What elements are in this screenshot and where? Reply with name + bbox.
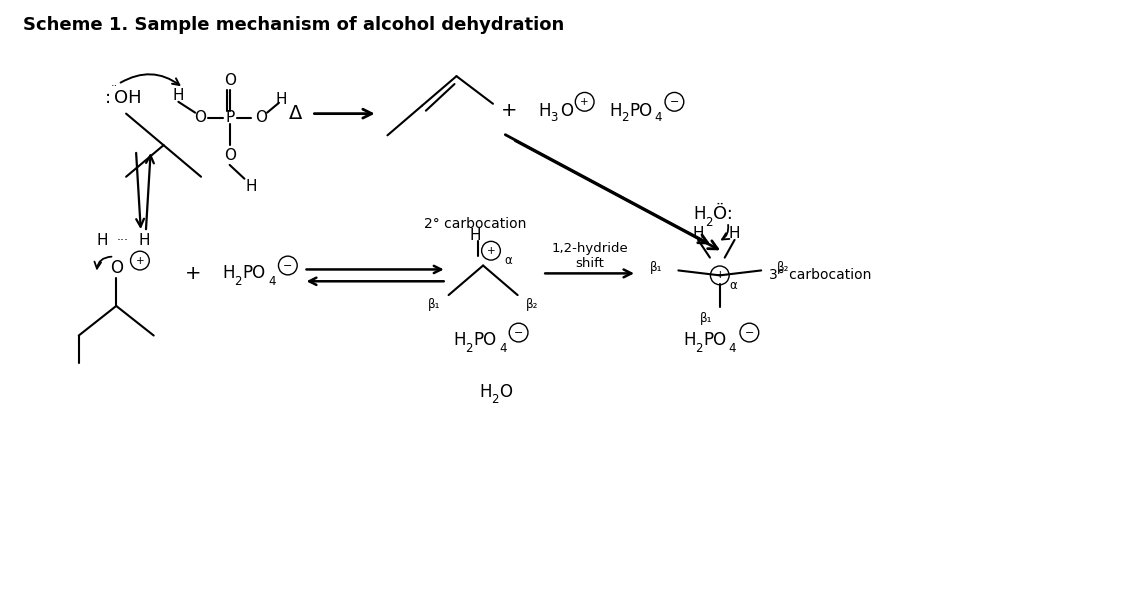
Text: H: H: [173, 89, 184, 103]
Text: 4: 4: [655, 111, 663, 124]
Text: O: O: [110, 259, 122, 277]
Text: +: +: [185, 264, 201, 283]
Text: O: O: [194, 110, 206, 125]
Text: O: O: [223, 72, 236, 87]
Text: 4: 4: [499, 342, 506, 355]
Text: β₁: β₁: [650, 261, 663, 274]
FancyArrowPatch shape: [94, 257, 111, 268]
Text: H: H: [469, 229, 481, 244]
Text: 2: 2: [621, 111, 629, 124]
Text: β₂: β₂: [777, 261, 789, 274]
Text: H: H: [275, 92, 286, 107]
Text: 2° carbocation: 2° carbocation: [423, 217, 527, 231]
Text: +: +: [486, 245, 495, 256]
Text: O: O: [560, 102, 573, 119]
Text: H: H: [538, 102, 550, 119]
Text: α: α: [730, 279, 738, 292]
Text: +: +: [715, 270, 724, 280]
Text: O: O: [499, 383, 512, 401]
FancyArrowPatch shape: [722, 225, 730, 239]
Text: 1,2-hydride: 1,2-hydride: [551, 242, 628, 255]
Text: β₂: β₂: [527, 298, 539, 312]
Text: PO: PO: [243, 264, 266, 282]
Text: P: P: [225, 110, 235, 125]
Text: 2: 2: [491, 393, 499, 406]
Text: −: −: [283, 260, 292, 271]
Text: Δ: Δ: [289, 104, 302, 123]
Text: 3: 3: [550, 111, 557, 124]
Text: ··: ··: [111, 81, 118, 91]
Text: 4: 4: [268, 275, 275, 288]
Text: H: H: [693, 205, 705, 223]
Text: H: H: [480, 383, 492, 401]
Text: H: H: [246, 179, 257, 194]
Text: H: H: [729, 227, 740, 241]
Text: shift: shift: [575, 257, 604, 270]
Text: 2: 2: [705, 216, 712, 229]
Text: Scheme 1. Sample mechanism of alcohol dehydration: Scheme 1. Sample mechanism of alcohol de…: [22, 16, 564, 34]
Text: O: O: [255, 110, 267, 125]
Text: H: H: [222, 264, 235, 282]
Text: +: +: [136, 256, 144, 265]
Text: −: −: [514, 327, 523, 338]
Text: H: H: [454, 332, 466, 350]
Text: PO: PO: [629, 102, 652, 119]
Text: β₁: β₁: [428, 298, 440, 312]
Text: PO: PO: [473, 332, 496, 350]
Text: H: H: [138, 233, 149, 248]
Text: 2: 2: [695, 342, 703, 355]
Text: +: +: [501, 101, 517, 120]
Text: 4: 4: [729, 342, 737, 355]
Text: OH: OH: [115, 89, 141, 107]
Text: H: H: [97, 233, 108, 248]
Text: ···: ···: [116, 235, 128, 247]
Text: −: −: [745, 327, 754, 338]
Text: 3° carbocation: 3° carbocation: [769, 268, 871, 282]
Text: α: α: [505, 254, 512, 267]
Text: H: H: [610, 102, 622, 119]
Text: +: +: [581, 97, 588, 107]
Text: O: O: [223, 148, 236, 163]
Text: :: :: [106, 89, 111, 107]
Text: PO: PO: [703, 332, 727, 350]
Text: Ö:: Ö:: [713, 205, 732, 223]
FancyArrowPatch shape: [120, 74, 180, 85]
Text: −: −: [669, 97, 679, 107]
Text: H: H: [693, 227, 704, 241]
Text: β₁: β₁: [700, 312, 712, 325]
Text: 2: 2: [465, 342, 473, 355]
Text: 2: 2: [235, 275, 243, 288]
Text: H: H: [683, 332, 696, 350]
